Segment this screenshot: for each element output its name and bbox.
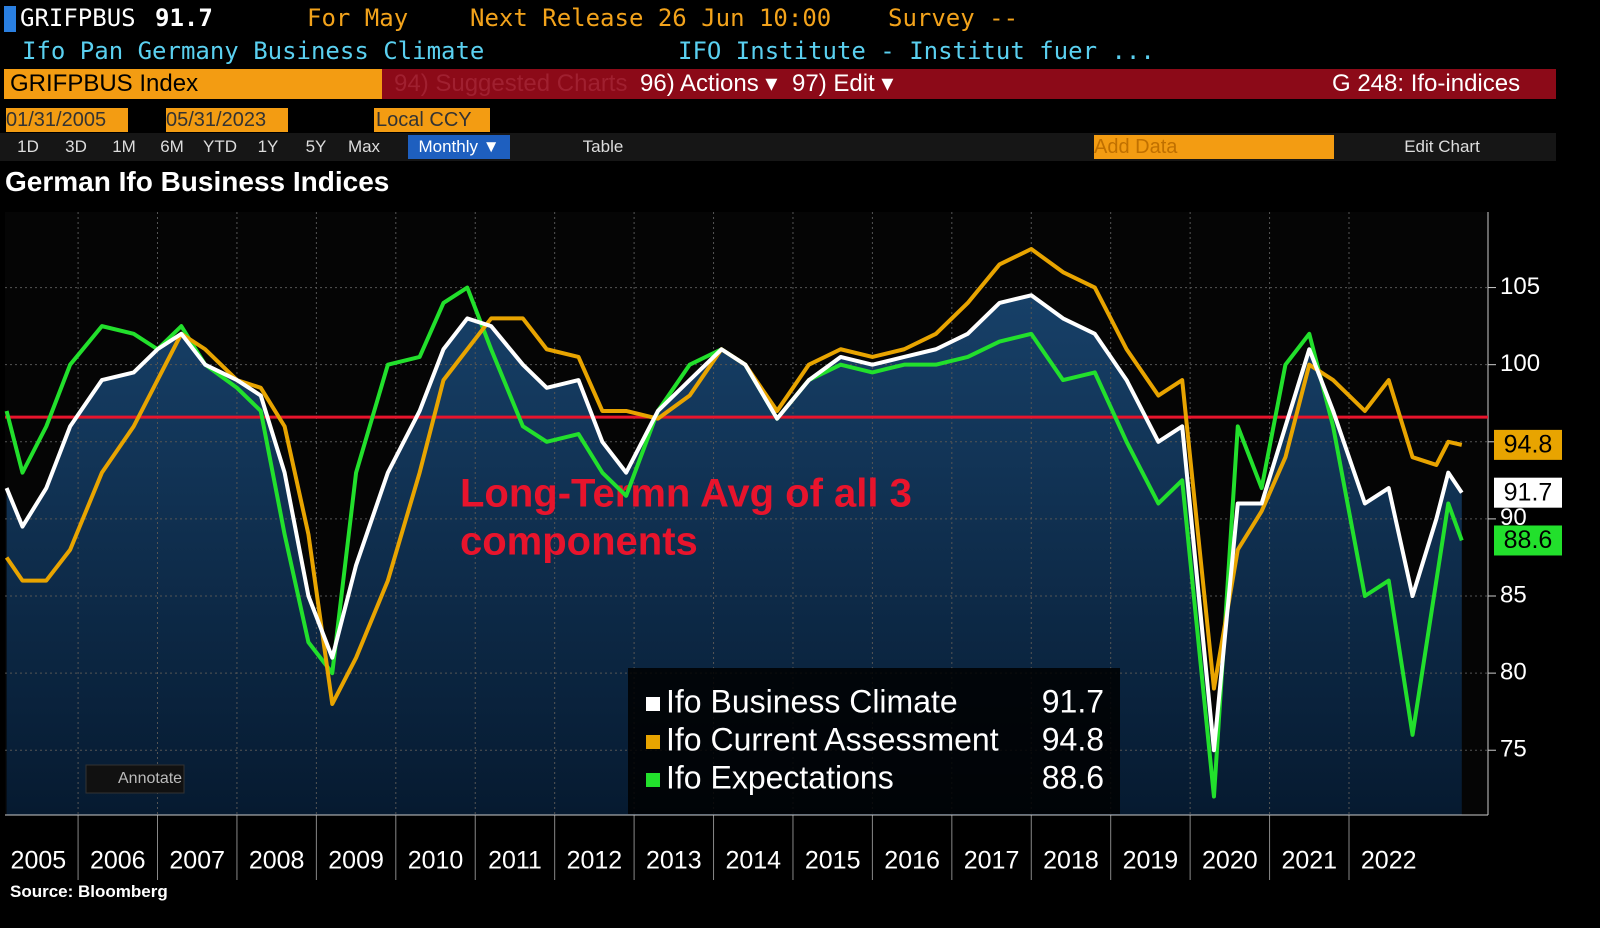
legend-value: 94.8	[1042, 721, 1104, 757]
x-tick-label: 2009	[328, 847, 384, 875]
value-label: 94.8	[1504, 430, 1553, 458]
period: For May	[307, 4, 409, 32]
series-line	[4, 247, 1463, 706]
marker	[4, 6, 16, 32]
x-tick-label: 2007	[169, 847, 225, 875]
x-tick-label: 2020	[1202, 847, 1258, 875]
x-tick-label: 2022	[1361, 847, 1417, 875]
range-button[interactable]: 1Y	[257, 137, 279, 156]
annotation: components	[460, 520, 698, 564]
y-tick-label: 90	[1500, 504, 1527, 531]
y-tick-label: 105	[1500, 273, 1540, 300]
range-button[interactable]: 5Y	[305, 137, 327, 156]
x-tick-label: 2006	[90, 847, 146, 875]
y-tick-label: 85	[1500, 581, 1527, 608]
plot-bg	[5, 212, 1488, 815]
x-tick-label: 2012	[567, 847, 623, 875]
y-tick-label: 75	[1500, 736, 1527, 763]
range-button[interactable]: 3D	[65, 137, 87, 156]
x-tick-label: 2018	[1043, 847, 1099, 875]
end-date[interactable]: 05/31/2023	[166, 108, 288, 132]
page-code: G 248: Ifo-indices	[1332, 70, 1521, 97]
ticker: GRIFPBUS	[20, 4, 136, 32]
legend-label: Ifo Expectations	[666, 759, 894, 795]
security[interactable]: GRIFPBUS Index	[4, 69, 382, 99]
value-label-bg	[1494, 429, 1562, 460]
annotate-button	[85, 764, 185, 794]
legend-value: 88.6	[1042, 759, 1104, 795]
x-tick-label: 2017	[964, 847, 1020, 875]
x-tick-label: 2019	[1123, 847, 1179, 875]
description: Ifo Pan Germany Business Climate	[22, 37, 485, 65]
value-label-bg	[1494, 525, 1562, 556]
legend-swatch	[646, 773, 660, 787]
legend-value: 91.7	[1042, 683, 1104, 719]
add-data[interactable]: Add Data	[1094, 135, 1334, 159]
value-label: 88.6	[1504, 526, 1553, 554]
currency[interactable]: Local CCY	[374, 108, 490, 132]
x-tick-label: 2011	[488, 847, 542, 875]
legend-swatch	[646, 735, 660, 749]
annotation: Long-Termn Avg of all 3	[460, 472, 912, 516]
area	[6, 295, 1462, 815]
range-button[interactable]: 1D	[17, 137, 39, 156]
range-button[interactable]: 1M	[112, 137, 136, 156]
survey: Survey --	[888, 4, 1019, 32]
price: 91.7	[155, 4, 213, 32]
x-tick-label: 2008	[249, 847, 305, 875]
frequency[interactable]: Monthly ▼	[408, 135, 510, 159]
annotate-label: Annotate	[118, 770, 182, 787]
edit-chart[interactable]: Edit Chart	[1404, 137, 1480, 156]
legend-label: Ifo Business Climate	[666, 683, 958, 719]
x-tick-label: 2010	[408, 847, 464, 875]
x-tick-label: 2021	[1281, 847, 1337, 875]
series-line	[4, 285, 1464, 799]
x-tick-label: 2013	[646, 847, 702, 875]
x-tick-label: 2015	[805, 847, 861, 875]
series-line	[4, 293, 1464, 753]
source-name: IFO Institute - Institut fuer ...	[678, 37, 1155, 65]
edit[interactable]: 97) Edit ▾	[792, 70, 894, 97]
range-button[interactable]: 6M	[160, 137, 184, 156]
chart-title: German Ifo Business Indices	[5, 166, 390, 197]
y-tick-label: 80	[1500, 658, 1527, 685]
y-tick-label: 100	[1500, 350, 1540, 377]
range-button[interactable]: YTD	[203, 137, 237, 156]
next-release: Next Release 26 Jun 10:00	[470, 4, 832, 32]
x-tick-label: 2016	[884, 847, 940, 875]
legend-swatch	[646, 697, 660, 711]
value-label-bg	[1494, 477, 1562, 508]
legend-label: Ifo Current Assessment	[666, 721, 999, 757]
x-tick-label: 2005	[11, 847, 67, 875]
x-tick-label: 2014	[725, 847, 781, 875]
range-button[interactable]: Max	[347, 137, 381, 156]
suggested[interactable]: 94) Suggested Charts	[394, 70, 628, 97]
y-tick-label: 95	[1500, 427, 1527, 454]
source: Source: Bloomberg	[10, 882, 168, 901]
actions[interactable]: 96) Actions ▾	[640, 70, 778, 97]
legend-box	[628, 668, 1120, 814]
table[interactable]: Table	[582, 137, 624, 156]
start-date[interactable]: 01/31/2005	[6, 108, 128, 132]
value-label: 91.7	[1504, 478, 1553, 506]
